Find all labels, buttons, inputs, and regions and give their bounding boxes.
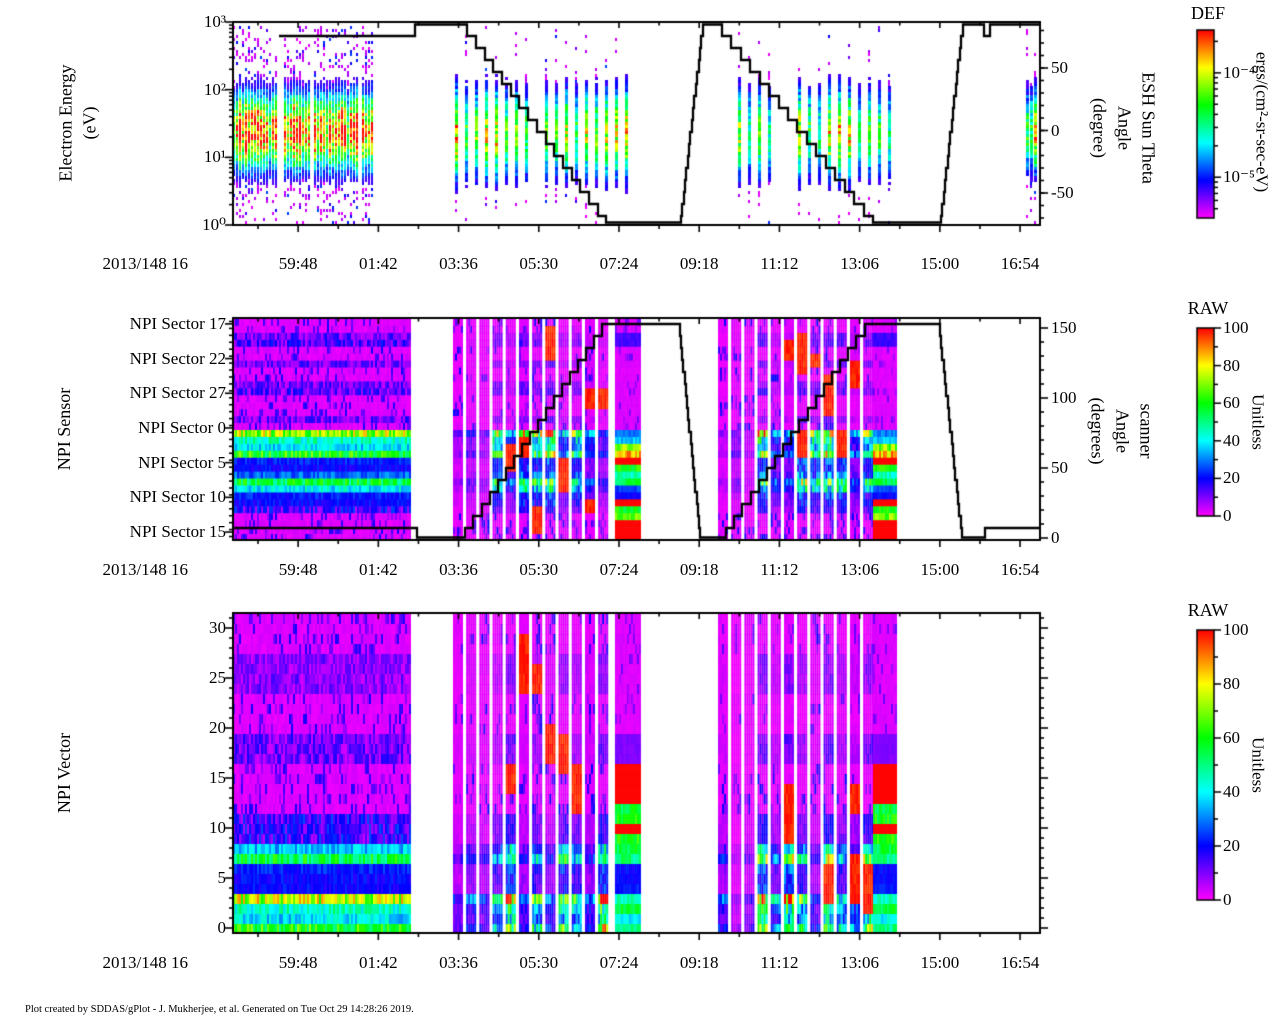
esh-sun-theta-label: ESH Sun Theta	[1138, 72, 1159, 184]
colorbar-tick-label: 60	[1223, 393, 1240, 413]
panel1-y-axis-title-line1: Electron Energy	[55, 64, 76, 182]
colorbar-tick-label: 60	[1223, 728, 1240, 748]
x-tick-label: 13:06	[840, 953, 879, 973]
x-tick-label: 07:24	[599, 953, 639, 973]
x-tick-label: 09:18	[679, 953, 719, 973]
y-tick-label-vector: 10	[209, 818, 226, 838]
y-tick-label-sector: NPI Sector 5	[138, 452, 226, 472]
x-tick-label: 11:12	[760, 254, 799, 274]
colorbar-tick-label: 10⁻⁵	[1223, 167, 1255, 187]
y-tick-label-sector: NPI Sector 27	[129, 383, 226, 403]
colorbar2-unit-label: Unitless	[1248, 394, 1268, 450]
panel2-y-axis-title: NPI Sensor	[53, 387, 74, 471]
right-tick-label: 100	[1051, 388, 1077, 408]
colorbar1-title: DEF	[1190, 3, 1226, 23]
y-tick-label-vector: 15	[209, 768, 226, 788]
right-tick-label: 150	[1051, 318, 1077, 338]
y-tick-label-vector: 20	[209, 718, 226, 738]
y-tick-label-energy: 10³	[203, 12, 226, 32]
panel2-right-axis-title: scanner Angle (degrees)	[1086, 398, 1159, 465]
colorbar-tick-label: 20	[1223, 836, 1240, 856]
y-tick-label-sector: NPI Sector 15	[129, 522, 226, 542]
x-tick-label: 07:24	[599, 254, 639, 274]
colorbar-tick-label: 80	[1223, 355, 1240, 375]
right-tick-label: 50	[1051, 58, 1068, 78]
y-tick-label-sector: NPI Sector 22	[129, 348, 226, 368]
footer-credit: Plot created by SDDAS/gPlot - J. Mukherj…	[25, 1004, 414, 1015]
colorbar-tick-label: 10⁻⁴	[1223, 62, 1255, 82]
x-tick-label: 05:30	[519, 953, 559, 973]
x-tick-label: 15:00	[920, 560, 960, 580]
x-tick-label: 16:54	[1000, 560, 1040, 580]
x-tick-label: 13:06	[840, 560, 879, 580]
x-tick-label: 07:24	[599, 560, 639, 580]
panel3-x-axis-prefix: 2013/148 16	[102, 953, 188, 972]
degree-unit-label: (degree)	[1089, 98, 1110, 158]
x-tick-label: 05:30	[519, 254, 559, 274]
y-tick-label-vector: 25	[209, 668, 226, 688]
panel1-y-axis-title: Electron Energy (eV)	[54, 64, 103, 181]
y-tick-label-energy: 10⁰	[202, 215, 226, 235]
x-tick-label: 03:36	[439, 953, 478, 973]
right-tick-label: 50	[1051, 458, 1068, 478]
x-tick-label: 15:00	[920, 953, 960, 973]
x-tick-label: 01:42	[358, 254, 398, 274]
colorbar3-unit-label: Unitless	[1248, 737, 1268, 793]
x-tick-label: 05:30	[519, 560, 559, 580]
y-tick-label-sector: NPI Sector 17	[129, 313, 226, 333]
right-tick-label: 0	[1051, 528, 1060, 548]
angle-label: Angle	[1114, 105, 1135, 150]
x-tick-label: 01:42	[358, 560, 398, 580]
x-tick-label: 59:48	[278, 254, 318, 274]
x-tick-label: 16:54	[1000, 953, 1040, 973]
right-tick-label: -50	[1051, 183, 1074, 203]
scanner-label: scanner	[1136, 403, 1157, 459]
x-tick-label: 09:18	[679, 254, 719, 274]
degrees-unit-label: (degrees)	[1087, 397, 1108, 465]
colorbar-tick-label: 20	[1223, 468, 1240, 488]
colorbar-tick-label: 100	[1223, 318, 1249, 338]
x-tick-label: 03:36	[439, 560, 478, 580]
x-tick-label: 59:48	[278, 560, 318, 580]
y-tick-label-energy: 10²	[203, 79, 226, 99]
colorbar3-title: RAW	[1187, 600, 1229, 620]
y-tick-label-sector: NPI Sector 10	[129, 487, 226, 507]
colorbar-tick-label: 0	[1223, 506, 1232, 526]
y-tick-label-vector: 30	[209, 618, 226, 638]
y-tick-label-vector: 5	[217, 868, 227, 888]
panel1-y-axis-title-line2: (eV)	[80, 106, 100, 140]
colorbar2-title: RAW	[1187, 298, 1229, 318]
y-tick-label-vector: 0	[217, 918, 227, 938]
x-tick-label: 11:12	[760, 953, 799, 973]
x-tick-label: 03:36	[439, 254, 478, 274]
x-tick-label: 13:06	[840, 254, 879, 274]
panel2-x-axis-prefix: 2013/148 16	[102, 560, 188, 579]
panel3-y-axis-title: NPI Vector	[53, 732, 74, 814]
x-tick-label: 11:12	[760, 560, 799, 580]
x-tick-label: 16:54	[1000, 254, 1040, 274]
colorbar-tick-label: 0	[1223, 890, 1232, 910]
y-tick-label-sector: NPI Sector 0	[138, 418, 226, 438]
colorbar-tick-label: 40	[1223, 430, 1240, 450]
x-tick-label: 09:18	[679, 560, 719, 580]
y-tick-label-energy: 10¹	[203, 147, 226, 167]
angle-label-2: Angle	[1112, 409, 1133, 453]
colorbar-tick-label: 100	[1223, 620, 1249, 640]
panel1-right-axis-title: ESH Sun Theta Angle (degree)	[1088, 72, 1161, 184]
x-tick-label: 59:48	[278, 953, 318, 973]
x-tick-label: 01:42	[358, 953, 398, 973]
colorbar-tick-label: 40	[1223, 782, 1240, 802]
x-tick-label: 15:00	[920, 254, 960, 274]
right-tick-label: 0	[1051, 120, 1060, 140]
panel1-x-axis-prefix: 2013/148 16	[102, 254, 188, 273]
colorbar-tick-label: 80	[1223, 674, 1240, 694]
